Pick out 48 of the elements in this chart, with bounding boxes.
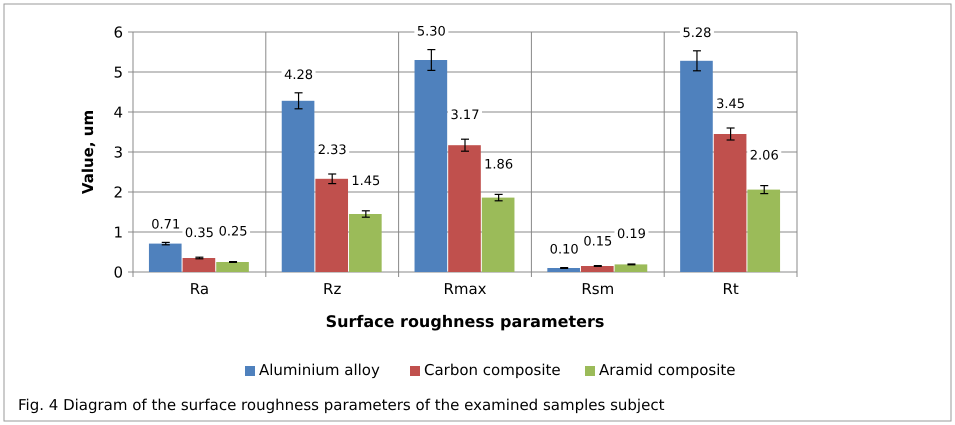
data-label: 0.25 — [218, 224, 248, 240]
bar — [747, 190, 780, 272]
y-tick-label: 4 — [113, 103, 123, 122]
bar — [547, 268, 580, 272]
y-tick-label: 0 — [113, 263, 123, 282]
bar — [482, 198, 514, 272]
data-label: 1.45 — [351, 174, 380, 189]
data-label: 0.10 — [550, 242, 579, 258]
bar — [315, 178, 348, 272]
bar — [148, 244, 182, 272]
y-tick-label: 1 — [113, 223, 123, 242]
x-axis-title: Surface roughness parameters — [326, 312, 604, 331]
y-axis-title: Value, um — [79, 110, 97, 194]
data-label: 5.30 — [416, 24, 446, 40]
bar — [182, 258, 216, 272]
data-label: 0.71 — [151, 217, 180, 232]
data-label: 0.19 — [616, 227, 646, 242]
x-tick-label: Rmax — [443, 280, 487, 298]
data-label: 0.15 — [583, 234, 612, 250]
x-tick-label: Rsm — [581, 280, 614, 298]
x-tick-label: Rz — [323, 280, 342, 298]
x-tick-label: Rt — [722, 280, 739, 298]
y-tick-label: 5 — [113, 63, 123, 82]
data-label: 5.28 — [682, 26, 712, 41]
legend-label: Carbon composite — [424, 361, 561, 379]
bar — [349, 214, 382, 272]
data-label: 2.06 — [750, 148, 779, 164]
bar — [448, 145, 481, 272]
caption: Fig. 4 Diagram of the surface roughness parameters of the examined samples subject — [18, 396, 665, 414]
y-tick-label: 6 — [113, 23, 123, 42]
data-label: 0.35 — [184, 226, 214, 242]
y-tick-label: 2 — [113, 183, 123, 202]
bar — [680, 60, 713, 272]
bar — [580, 266, 614, 272]
x-tick-label: Ra — [190, 280, 210, 298]
bar — [282, 100, 314, 272]
bar — [216, 262, 249, 272]
data-label: 4.28 — [284, 68, 314, 83]
data-label: 3.17 — [450, 108, 480, 124]
data-label: 3.45 — [716, 97, 746, 112]
bar — [714, 134, 746, 272]
bar — [414, 60, 448, 272]
bar — [614, 264, 648, 272]
y-tick-label: 3 — [113, 143, 123, 162]
data-label: 1.86 — [484, 157, 514, 172]
data-label: 2.33 — [318, 143, 347, 158]
legend-label: Aluminium alloy — [259, 361, 380, 379]
legend-label: Aramid composite — [599, 361, 736, 379]
